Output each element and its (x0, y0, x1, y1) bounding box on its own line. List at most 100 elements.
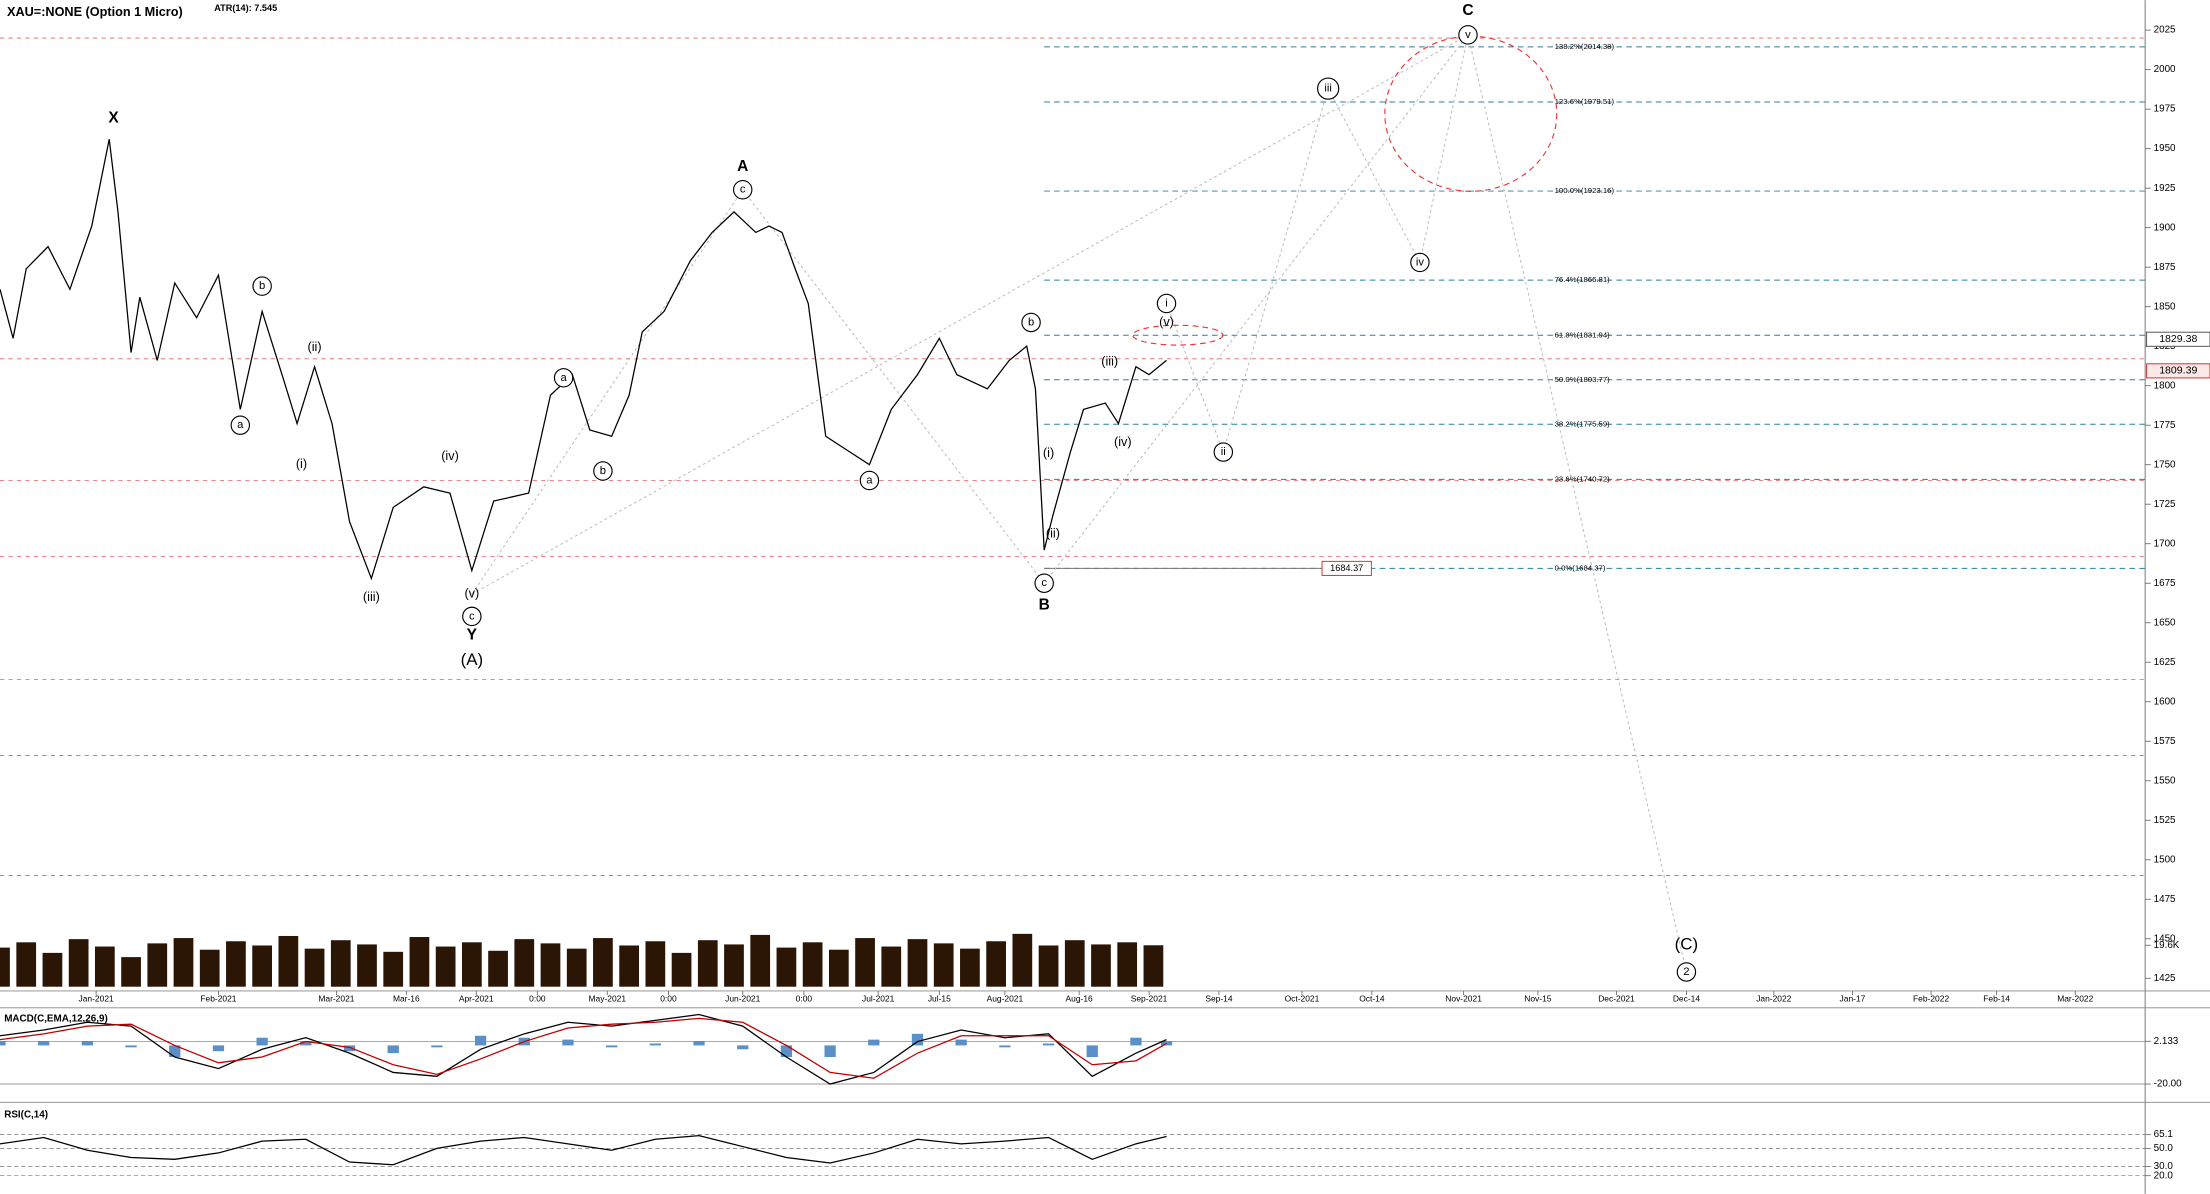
x-tick-label: 0:00 (796, 994, 813, 1004)
volume-bar (933, 943, 954, 987)
y-tick-label: 1450 (2154, 933, 2176, 944)
volume-bar (461, 942, 482, 987)
histogram-bar (256, 1037, 268, 1046)
wave-label: a (560, 372, 567, 384)
y-tick-label: 65.1 (2154, 1129, 2173, 1140)
histogram-bar (999, 1045, 1011, 1048)
histogram-bar (606, 1045, 618, 1048)
fib-label: 0.0%(1684.37) (1555, 563, 1606, 572)
x-tick-label: Dec-14 (1673, 994, 1701, 1004)
histogram-bar (387, 1045, 399, 1054)
volume-bar (278, 935, 299, 987)
wave-label: b (600, 465, 606, 477)
fib-label: 76.4%(1866.81) (1555, 275, 1611, 284)
y-tick-label: 1550 (2154, 775, 2176, 786)
volume-bar (619, 945, 639, 987)
x-tick-label: Nov-15 (1524, 994, 1552, 1004)
fib-label: 61.8%(1831.94) (1555, 330, 1611, 339)
label-circle (1213, 442, 1234, 462)
y-tick-label: 1525 (2154, 815, 2176, 826)
wave-label: (ii) (1046, 527, 1060, 541)
wave-label: A (737, 158, 748, 175)
y-tick-label: 1575 (2154, 736, 2176, 747)
y-tick-label: 1850 (2154, 301, 2176, 312)
projection-line (1467, 34, 1687, 973)
x-tick-label: Oct-2021 (1285, 994, 1320, 1004)
histogram-bar (300, 1041, 312, 1046)
wave-label: b (1028, 316, 1034, 328)
x-tick-label: Feb-2021 (200, 994, 236, 1004)
wave-label: c (740, 184, 746, 196)
target-zone (1132, 324, 1224, 346)
volume-bar (1143, 945, 1164, 987)
wave-label: Y (467, 626, 478, 643)
y-tick-label: 1700 (2154, 538, 2176, 549)
volume-bar (1012, 933, 1033, 987)
low-badge (1321, 560, 1372, 576)
wave-label: (iv) (1114, 435, 1132, 449)
y-tick-label: 1675 (2154, 578, 2176, 589)
x-tick-label: Jul-15 (928, 994, 951, 1004)
x-tick-label: Aug-16 (1066, 994, 1094, 1004)
fib-label: 138.2%(2014.38) (1555, 42, 1615, 51)
y-tick-label: 1775 (2154, 420, 2176, 431)
volume-bar (409, 937, 430, 987)
label-circle (1156, 293, 1177, 314)
projection-line (1419, 34, 1469, 263)
volume-bar (330, 940, 351, 987)
indicator-label: ATR(14): 7.545 (214, 3, 277, 13)
y-tick-label: 1725 (2154, 499, 2176, 510)
wave-label: a (866, 474, 873, 486)
volume-bar (1064, 940, 1085, 987)
price-badge-label: 1809.39 (2159, 365, 2197, 377)
volume-bar (593, 938, 613, 987)
wave-label: 2 (1683, 966, 1689, 978)
volume-bar (855, 938, 875, 987)
x-tick-label: Feb-2022 (1913, 994, 1949, 1004)
x-tick-label: Sep-14 (1205, 994, 1233, 1004)
histogram-bar (780, 1045, 793, 1057)
x-tick-label: Mar-2022 (2057, 994, 2093, 1004)
y-tick-label: 1800 (2154, 380, 2176, 391)
histogram-bar (1086, 1045, 1098, 1057)
volume-bar (304, 948, 325, 987)
wave-label: (iii) (1101, 354, 1118, 368)
wave-label: c (469, 610, 475, 622)
volume-bar (68, 939, 89, 987)
histogram-bar (1042, 1043, 1055, 1046)
x-tick-label: Dec-2021 (1598, 994, 1635, 1004)
label-circle (1317, 77, 1340, 100)
series-line (0, 1135, 1167, 1166)
fib-label: 123.6%(1979.51) (1555, 97, 1615, 106)
volume-bar (881, 946, 902, 987)
wave-label: (A) (461, 650, 484, 669)
label-circle (1021, 312, 1041, 333)
low-badge-label: 1684.37 (1330, 563, 1363, 573)
y-tick-label: -20.00 (2154, 1079, 2182, 1090)
label-circle (1458, 25, 1478, 45)
volume-bar (383, 951, 404, 987)
label-circle (1410, 252, 1430, 273)
volume-bar (199, 949, 220, 987)
x-tick-label: Apr-2021 (459, 994, 494, 1004)
wave-label: (v) (464, 587, 479, 601)
wave-label: iv (1416, 256, 1425, 268)
volume-bar (173, 938, 194, 987)
y-tick-label: 1600 (2154, 696, 2176, 707)
histogram-bar (562, 1039, 574, 1046)
histogram-bar (212, 1045, 225, 1052)
volume-bar (147, 943, 168, 987)
projection-line (1327, 88, 1421, 263)
y-tick-label: 1875 (2154, 262, 2176, 273)
volume-bar (226, 941, 246, 987)
y-tick-label: 2000 (2154, 64, 2176, 75)
histogram-bar (474, 1035, 487, 1046)
histogram-bar (737, 1045, 749, 1050)
y-tick-label: 20.0 (2154, 1170, 2174, 1181)
wave-label: (i) (296, 457, 307, 471)
projection-line (471, 189, 744, 595)
histogram-bar (649, 1043, 661, 1046)
fib-label: 50.0%(1803.77) (1555, 375, 1611, 384)
price-badge-label: 1829.38 (2159, 333, 2197, 345)
